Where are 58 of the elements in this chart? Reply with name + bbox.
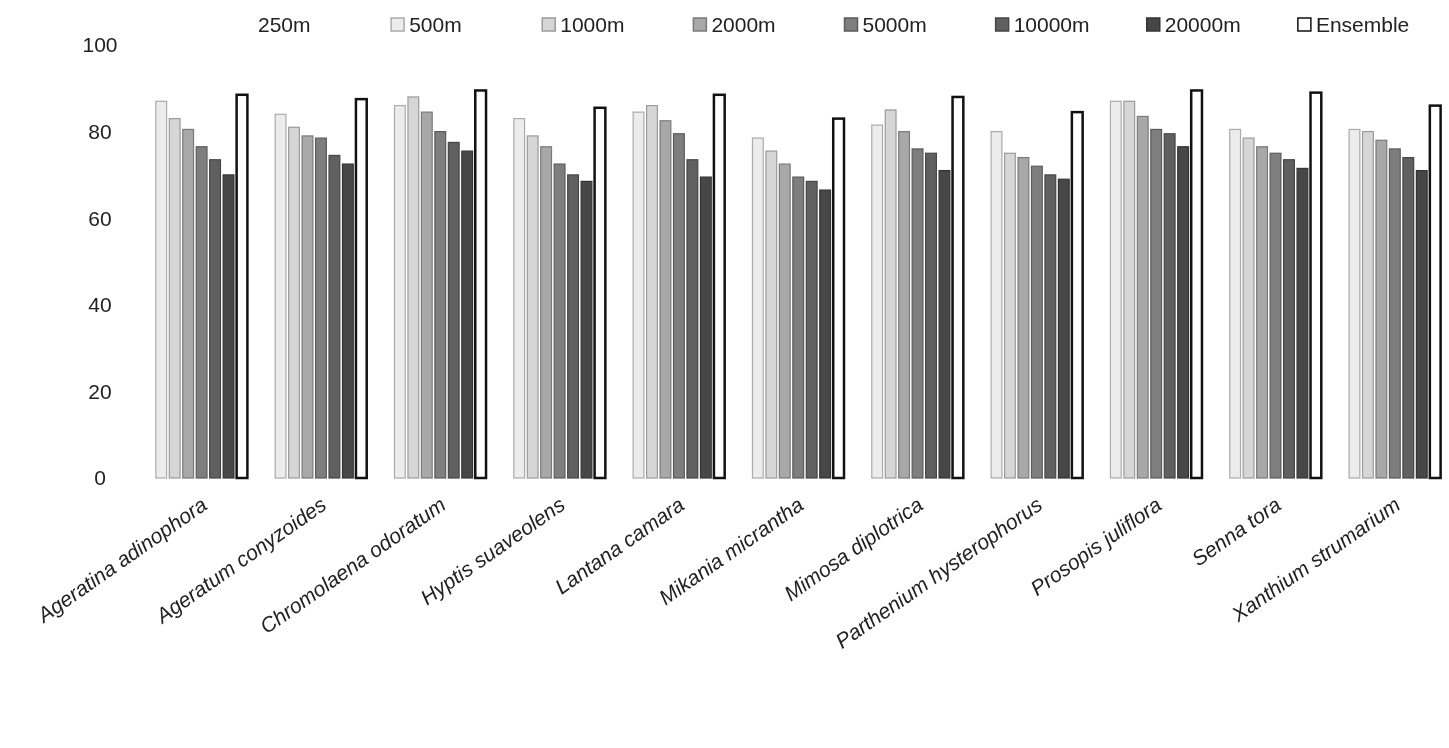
bar bbox=[1109, 100, 1122, 479]
bar bbox=[288, 126, 300, 479]
bar bbox=[646, 105, 658, 479]
bar bbox=[1361, 131, 1374, 479]
y-tick-label: 80 bbox=[88, 119, 112, 143]
bar bbox=[699, 176, 712, 479]
bar bbox=[898, 131, 911, 479]
y-tick-label: 60 bbox=[88, 206, 112, 230]
bar bbox=[155, 100, 168, 479]
bar bbox=[474, 89, 488, 480]
bar bbox=[235, 93, 249, 480]
bar bbox=[1057, 178, 1070, 479]
bar bbox=[1242, 137, 1255, 479]
bar bbox=[1003, 152, 1016, 479]
bar bbox=[354, 97, 368, 480]
y-tick-label: 20 bbox=[88, 379, 112, 403]
legend-label: Ensemble bbox=[1315, 13, 1410, 37]
legend-label: 5000m bbox=[862, 13, 927, 37]
legend-label: 1000m bbox=[560, 13, 625, 37]
bar bbox=[1229, 128, 1242, 479]
bar bbox=[182, 128, 195, 479]
bar bbox=[1123, 100, 1136, 479]
bar bbox=[341, 163, 354, 479]
bar bbox=[1309, 91, 1323, 480]
bar bbox=[407, 96, 420, 479]
bar bbox=[222, 174, 235, 479]
bar bbox=[1070, 110, 1084, 480]
text: 250m bbox=[258, 13, 311, 37]
bar bbox=[393, 105, 406, 479]
bar bbox=[168, 118, 181, 479]
bar bbox=[712, 93, 726, 480]
bar bbox=[831, 117, 846, 480]
bar bbox=[951, 95, 965, 480]
y-tick-label: 40 bbox=[88, 293, 112, 317]
y-tick-label: 0 bbox=[94, 466, 106, 490]
legend-label: 20000m bbox=[1164, 13, 1241, 37]
bar bbox=[513, 118, 526, 479]
bar bbox=[1189, 89, 1204, 480]
bar bbox=[540, 146, 553, 479]
y-tick-label: 100 bbox=[82, 33, 118, 57]
bar bbox=[274, 113, 287, 479]
bar bbox=[659, 120, 672, 479]
legend-label: 10000m bbox=[1013, 13, 1090, 37]
legend-label: 500m bbox=[409, 13, 462, 37]
bar bbox=[1017, 156, 1030, 479]
bar bbox=[1348, 128, 1361, 479]
bar bbox=[526, 135, 539, 479]
bar bbox=[990, 131, 1003, 479]
legend-label: 2000m bbox=[711, 13, 776, 37]
bar bbox=[765, 150, 778, 479]
bar bbox=[1415, 169, 1428, 479]
bar bbox=[871, 124, 884, 479]
bar bbox=[1375, 139, 1388, 479]
bar bbox=[593, 106, 607, 480]
bar bbox=[1428, 104, 1442, 480]
bar bbox=[751, 137, 764, 479]
bar bbox=[632, 111, 645, 479]
bar bbox=[884, 109, 897, 479]
